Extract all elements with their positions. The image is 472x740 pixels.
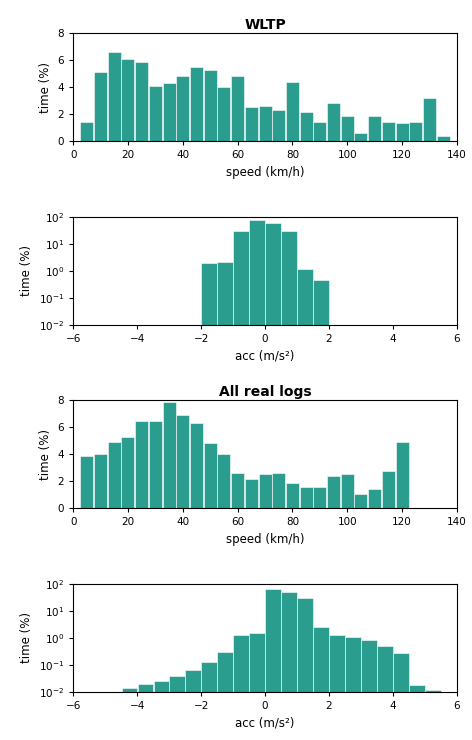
Bar [153,681,169,740]
Bar [249,633,265,740]
X-axis label: speed (km/h): speed (km/h) [226,533,304,546]
Bar [169,676,185,740]
Bar [202,263,217,740]
Bar [341,115,354,141]
Bar [265,589,281,740]
Bar [190,67,203,141]
Title: All real logs: All real logs [219,386,312,399]
Bar [368,115,381,141]
Y-axis label: time (%): time (%) [20,246,33,296]
Bar [272,110,285,141]
Bar [272,474,285,508]
Y-axis label: time (%): time (%) [39,61,52,112]
Bar [425,690,440,740]
X-axis label: acc (m/s²): acc (m/s²) [236,349,295,363]
Bar [259,106,271,141]
Bar [185,670,201,740]
Bar [368,489,381,508]
Bar [329,635,345,740]
Bar [341,474,354,508]
Bar [202,662,217,740]
Bar [108,53,121,141]
Bar [281,592,296,740]
Bar [245,479,258,508]
Bar [409,121,422,141]
Bar [74,700,89,740]
Bar [313,121,326,141]
Bar [382,121,395,141]
Bar [218,261,233,740]
Bar [396,443,409,508]
Bar [231,76,244,141]
Title: WLTP: WLTP [244,18,286,32]
Bar [94,454,107,508]
Bar [135,421,148,508]
Bar [245,107,258,141]
Bar [94,72,107,141]
Bar [354,133,368,141]
Bar [162,83,176,141]
Bar [231,474,244,508]
Bar [190,423,203,508]
Bar [162,402,176,508]
Bar [80,456,93,508]
Bar [149,420,162,508]
Bar [218,454,230,508]
Bar [313,280,329,740]
Bar [90,696,105,740]
Bar [362,640,377,740]
Bar [327,103,340,141]
Bar [286,483,299,508]
Bar [286,82,299,141]
Bar [218,87,230,141]
Bar [377,646,393,740]
Bar [313,628,329,740]
Bar [149,86,162,141]
Bar [204,70,217,141]
Bar [396,123,409,141]
Y-axis label: time (%): time (%) [39,429,52,480]
Bar [121,59,135,141]
Bar [259,474,271,508]
Bar [300,487,312,508]
Bar [249,221,265,740]
Bar [382,471,395,508]
Bar [409,685,424,740]
Bar [234,635,249,740]
Bar [176,414,189,508]
Bar [106,693,121,740]
Bar [297,269,312,740]
Bar [281,231,296,740]
X-axis label: acc (m/s²): acc (m/s²) [236,716,295,730]
Bar [441,696,456,740]
Bar [393,653,409,740]
Bar [80,122,93,141]
X-axis label: speed (km/h): speed (km/h) [226,166,304,179]
Bar [297,598,312,740]
Bar [121,688,137,740]
Bar [313,488,326,508]
Bar [176,75,189,141]
Bar [346,637,361,740]
Bar [234,231,249,740]
Bar [137,684,153,740]
Bar [327,476,340,508]
Bar [354,494,368,508]
Bar [265,223,281,740]
Bar [218,652,233,740]
Bar [423,98,436,141]
Bar [121,437,135,508]
Bar [300,112,312,141]
Y-axis label: time (%): time (%) [20,613,33,664]
Bar [135,61,148,141]
Bar [108,443,121,508]
Bar [204,443,217,508]
Bar [437,136,450,141]
